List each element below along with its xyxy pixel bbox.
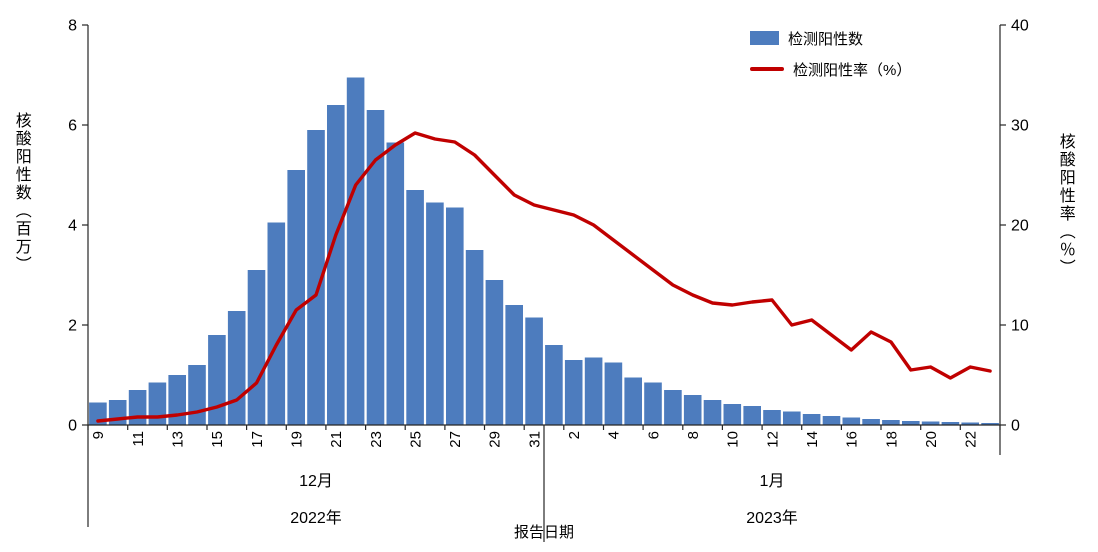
bar — [307, 130, 325, 425]
bar — [485, 280, 504, 425]
bar — [743, 406, 761, 425]
bar — [525, 317, 543, 425]
bar — [723, 404, 742, 425]
x-tick-label: 10 — [725, 431, 742, 448]
bar — [346, 77, 365, 425]
bar — [465, 250, 484, 425]
bar — [783, 411, 801, 425]
bar — [921, 421, 940, 425]
bar — [624, 377, 642, 425]
left-axis-title: 核酸阳性数（百万） — [12, 112, 30, 274]
bar — [822, 416, 841, 425]
left-axis-tick-label: 4 — [68, 218, 77, 235]
bar — [604, 362, 623, 425]
bar — [168, 375, 186, 425]
bar — [406, 190, 424, 425]
bar — [961, 422, 979, 425]
left-axis-tick-label: 0 — [68, 418, 77, 435]
right-axis-title: 核酸阳性率（％） — [1056, 133, 1074, 277]
bar — [366, 110, 385, 425]
x-tick-label: 23 — [368, 431, 385, 448]
bar — [287, 170, 305, 425]
right-axis-tick-label: 20 — [1011, 218, 1029, 235]
x-tick-label: 27 — [447, 431, 464, 448]
x-tick-label: 25 — [407, 431, 424, 448]
legend-item-line: 检测阳性率（%） — [750, 57, 911, 81]
right-axis-tick-label: 40 — [1011, 18, 1029, 35]
right-axis-tick-label: 10 — [1011, 318, 1029, 335]
bar — [981, 423, 999, 425]
month-label: 12月 — [299, 473, 333, 490]
right-axis-tick-label: 0 — [1011, 418, 1020, 435]
x-tick-label: 9 — [90, 431, 107, 439]
x-tick-label: 2 — [566, 431, 583, 439]
x-tick-label: 18 — [883, 431, 900, 448]
year-label: 2022年 — [290, 509, 342, 527]
bar — [683, 395, 702, 425]
bar — [386, 142, 405, 425]
bar — [564, 360, 583, 425]
bar — [703, 400, 722, 425]
bar — [426, 202, 444, 425]
x-tick-label: 13 — [169, 431, 186, 448]
bar — [664, 390, 682, 425]
x-tick-label: 8 — [685, 431, 702, 439]
x-tick-label: 20 — [923, 431, 940, 448]
bar — [545, 345, 563, 425]
x-tick-label: 17 — [249, 431, 266, 448]
x-tick-label: 16 — [844, 431, 861, 448]
bar-legend-swatch-icon — [750, 31, 779, 45]
bar — [128, 390, 147, 425]
bar — [505, 305, 523, 425]
left-axis-tick-label: 6 — [68, 118, 77, 135]
bar-legend-label: 检测阳性数 — [788, 30, 864, 48]
bar — [188, 365, 206, 425]
x-tick-label: 21 — [328, 431, 345, 448]
year-label: 2023年 — [746, 509, 798, 527]
x-tick-label: 19 — [288, 431, 305, 448]
bar — [247, 270, 266, 425]
left-axis-tick-label: 8 — [68, 18, 77, 35]
legend: 检测阳性数 检测阳性率（%） — [750, 26, 911, 81]
bar — [644, 382, 662, 425]
x-axis-title: 报告日期 — [513, 524, 574, 541]
bar — [842, 417, 861, 425]
x-tick-label: 4 — [606, 431, 623, 439]
bar — [902, 421, 920, 425]
x-tick-label: 6 — [645, 431, 662, 439]
bar — [148, 382, 167, 425]
x-tick-label: 15 — [209, 431, 226, 448]
x-tick-label: 22 — [963, 431, 980, 448]
bar — [227, 311, 246, 425]
rate-line — [96, 131, 992, 423]
bar — [208, 335, 226, 425]
x-tick-label: 31 — [526, 431, 543, 448]
bar — [327, 105, 345, 425]
bar — [267, 222, 286, 425]
bar — [862, 419, 880, 425]
x-tick-label: 11 — [130, 431, 147, 447]
month-label: 1月 — [760, 473, 785, 490]
bar — [941, 422, 960, 425]
bar — [882, 420, 900, 425]
left-axis-tick-label: 2 — [68, 318, 77, 335]
x-tick-label: 29 — [487, 431, 504, 448]
right-axis-tick-label: 30 — [1011, 118, 1029, 135]
bar — [446, 207, 464, 425]
legend-item-bar: 检测阳性数 — [750, 26, 911, 50]
x-tick-label: 12 — [764, 431, 781, 448]
bar — [802, 414, 821, 425]
x-tick-label: 14 — [804, 431, 821, 448]
line-legend-swatch-icon — [750, 67, 784, 71]
line-legend-label: 检测阳性率（%） — [793, 61, 912, 79]
bar — [763, 410, 781, 425]
bar — [584, 357, 603, 425]
